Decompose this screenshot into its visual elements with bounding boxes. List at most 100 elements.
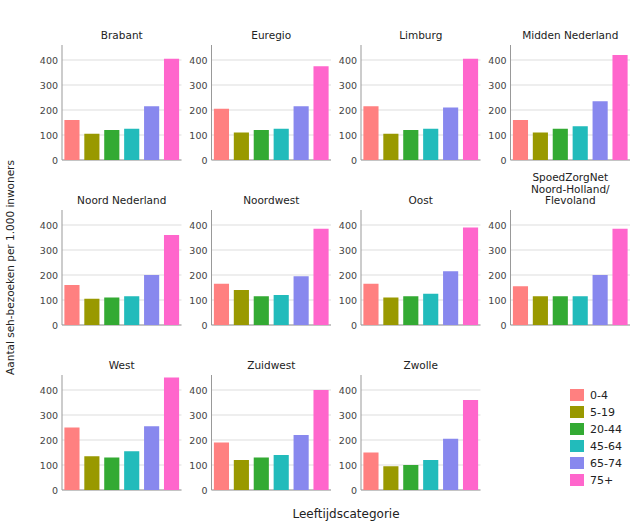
title-line: West — [109, 359, 135, 371]
panel: 0100200300400Zuidwest — [189, 359, 331, 496]
y-tick-label: 300 — [488, 80, 506, 91]
panel-title: Limburg — [399, 29, 442, 41]
grid-line — [212, 275, 332, 276]
legend-swatch — [570, 474, 584, 486]
legend-swatch — [570, 423, 584, 435]
panel-title: Zuidwest — [247, 359, 295, 371]
panel: 0100200300400SpoedZorgNetNoord-Holland/F… — [488, 171, 630, 331]
bars — [64, 378, 179, 491]
bar — [443, 271, 458, 325]
bar — [254, 296, 269, 325]
legend-label: 65-74 — [590, 457, 622, 470]
grid-line — [62, 85, 182, 86]
bar — [423, 294, 438, 325]
panel-title: West — [109, 359, 135, 371]
y-tick-label: 200 — [189, 105, 207, 116]
bar — [274, 295, 289, 325]
panel: 0100200300400Limburg — [339, 29, 481, 166]
bar — [124, 129, 139, 160]
x-axis-line — [212, 490, 332, 491]
grid-line — [361, 325, 481, 326]
bar — [214, 284, 229, 325]
y-tick-label: 400 — [40, 220, 58, 231]
bar — [443, 439, 458, 490]
grid-line — [62, 465, 182, 466]
title-line: SpoedZorgNet — [532, 171, 608, 183]
bar — [443, 108, 458, 161]
y-tick-label: 300 — [189, 245, 207, 256]
grid-line — [361, 275, 481, 276]
grid-line — [511, 225, 631, 226]
grid-line — [361, 160, 481, 161]
y-tick-label: 100 — [189, 130, 207, 141]
y-tick-label: 200 — [339, 435, 357, 446]
y-tick-label: 400 — [488, 220, 506, 231]
bar — [573, 296, 588, 325]
bar — [274, 455, 289, 490]
grid-line — [212, 300, 332, 301]
bar — [84, 134, 99, 160]
y-tick-label: 0 — [500, 155, 506, 166]
grid-line — [361, 465, 481, 466]
title-line: Noordwest — [243, 194, 299, 206]
grid-line — [361, 415, 481, 416]
bar — [313, 390, 328, 490]
bar — [533, 133, 548, 161]
bar — [533, 296, 548, 325]
y-tick-label: 300 — [189, 80, 207, 91]
x-axis-line — [212, 325, 332, 326]
legend-label: 20-44 — [590, 423, 622, 436]
grid-line — [212, 465, 332, 466]
bar — [124, 296, 139, 325]
y-tick-label: 0 — [351, 155, 357, 166]
y-tick-label: 100 — [488, 295, 506, 306]
bar — [403, 296, 418, 325]
bar — [383, 466, 398, 490]
bars — [363, 59, 478, 160]
x-axis-line — [361, 490, 481, 491]
grid-line — [62, 415, 182, 416]
panel-title: Oost — [409, 194, 433, 206]
panel: 0100200300400Midden Nederland — [488, 29, 630, 166]
panel-title: Zwolle — [404, 359, 439, 371]
x-axis-line — [511, 160, 631, 161]
y-axis-line — [361, 45, 362, 160]
y-tick-label: 200 — [339, 270, 357, 281]
bar — [463, 59, 478, 160]
x-axis-line — [511, 325, 631, 326]
y-tick-label: 200 — [488, 270, 506, 281]
bars — [64, 235, 179, 325]
y-tick-label: 200 — [339, 105, 357, 116]
bar — [124, 451, 139, 490]
bar — [64, 285, 79, 325]
title-line: Midden Nederland — [522, 29, 618, 41]
bars — [214, 390, 329, 490]
grid-line — [62, 440, 182, 441]
grid-line — [62, 60, 182, 61]
y-tick-label: 300 — [339, 245, 357, 256]
bar — [254, 458, 269, 491]
bar — [164, 235, 179, 325]
y-tick-label: 0 — [201, 485, 207, 496]
bar — [553, 129, 568, 160]
bar — [313, 66, 328, 160]
grid-line — [361, 390, 481, 391]
x-axis-line — [361, 325, 481, 326]
bar — [403, 465, 418, 490]
grid-line — [511, 325, 631, 326]
y-tick-label: 300 — [40, 410, 58, 421]
grid-line — [62, 300, 182, 301]
grid-line — [511, 275, 631, 276]
x-axis-line — [62, 490, 182, 491]
y-axis-line — [361, 375, 362, 490]
grid-line — [62, 275, 182, 276]
bar — [423, 460, 438, 490]
y-tick-label: 0 — [201, 155, 207, 166]
y-tick-label: 0 — [52, 155, 58, 166]
grid-line — [212, 415, 332, 416]
bar — [363, 453, 378, 491]
bar — [144, 106, 159, 160]
y-tick-label: 300 — [189, 410, 207, 421]
y-tick-label: 0 — [201, 320, 207, 331]
bar — [363, 106, 378, 160]
